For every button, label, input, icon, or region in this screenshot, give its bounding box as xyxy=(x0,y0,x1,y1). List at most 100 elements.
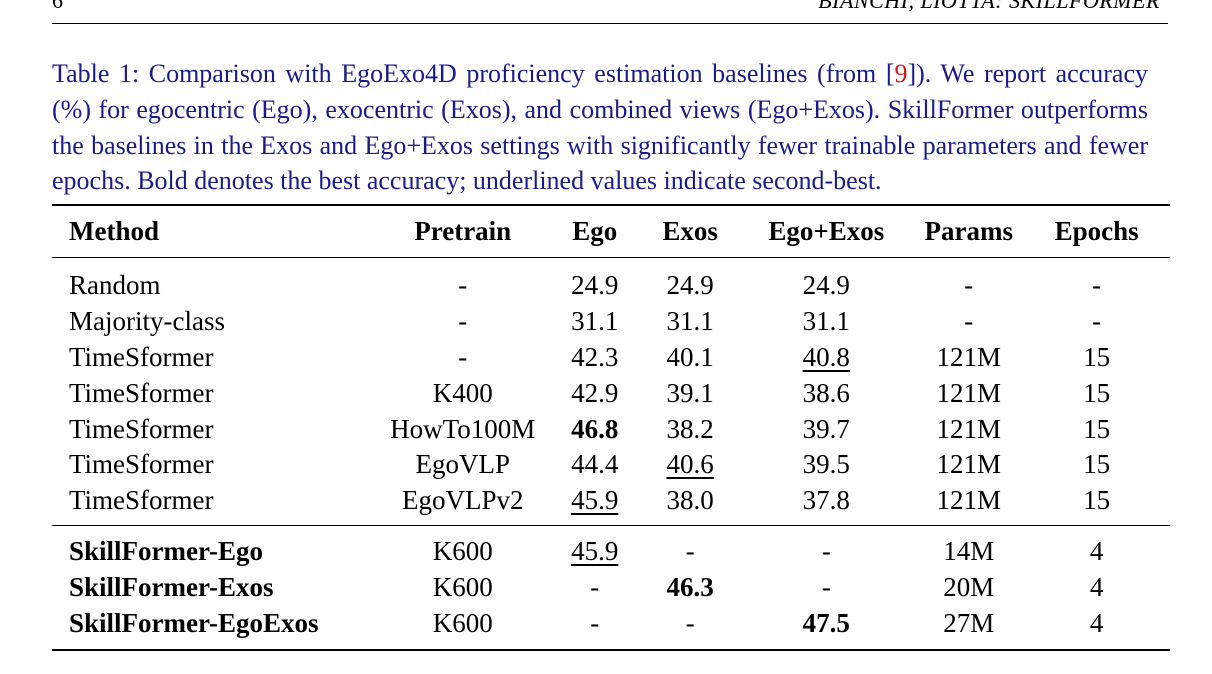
cell-pretrain: K600 xyxy=(432,571,493,602)
cell-exos: 31.1 xyxy=(666,306,714,337)
col-header-method: Method xyxy=(69,216,159,246)
cell-epochs: 15 xyxy=(1083,377,1111,408)
baseline-rows: Random - 24.9 24.9 24.9 - - Majority-cla… xyxy=(52,258,1170,526)
cell-method: Majority-class xyxy=(69,306,225,337)
cell-params: - xyxy=(964,270,974,301)
table-caption: Table 1: Comparison with EgoExo4D profic… xyxy=(52,56,1148,199)
cell-pretrain: EgoVLPv2 xyxy=(401,485,524,516)
cell-params: 121M xyxy=(936,413,1002,444)
header-rule xyxy=(52,23,1168,24)
cell-exos: 38.0 xyxy=(666,485,714,516)
cell-pretrain: HowTo100M xyxy=(390,413,536,444)
cell-ego-exos: 37.8 xyxy=(802,485,850,516)
cell-pretrain: K600 xyxy=(432,535,493,566)
cell-epochs: 4 xyxy=(1089,571,1104,602)
second-best-value: 45.9 xyxy=(571,485,619,516)
cell-epochs: - xyxy=(1092,306,1102,337)
col-header-ego: Ego xyxy=(572,216,618,246)
cell-ego: 45.9 xyxy=(548,525,642,569)
cell-ego-exos: - xyxy=(821,535,831,566)
cell-exos: 38.2 xyxy=(666,413,714,444)
table-row: TimeSformer EgoVLPv2 45.9 38.0 37.8 121M… xyxy=(52,483,1170,525)
cell-ego: 24.9 xyxy=(571,270,619,301)
cell-exos: 24.9 xyxy=(666,270,714,301)
cell-method: SkillFormer-Exos xyxy=(69,571,274,602)
table-row: SkillFormer-EgoExos K600 - - 47.5 27M 4 xyxy=(52,605,1170,650)
running-title: BIANCHI, LIOTTA: SKILLFORMER xyxy=(818,0,1160,13)
col-header-params: Params xyxy=(924,216,1014,246)
cell-epochs: 15 xyxy=(1083,485,1111,516)
table-row: TimeSformer HowTo100M 46.8 38.2 39.7 121… xyxy=(52,411,1170,447)
caption-text-end: ]). We report accuracy (%) for egocentri… xyxy=(52,59,1148,196)
second-best-value: 45.9 xyxy=(571,535,619,566)
caption-text-start: Table 1: Comparison with EgoExo4D profic… xyxy=(52,59,895,88)
cell-method: TimeSformer xyxy=(69,413,214,444)
table-row: TimeSformer K400 42.9 39.1 38.6 121M 15 xyxy=(52,375,1170,411)
cell-method: TimeSformer xyxy=(69,485,214,516)
second-best-value: 40.8 xyxy=(802,341,850,372)
cell-exos-best: 46.3 xyxy=(666,571,714,602)
cell-ego-exos-best: 47.5 xyxy=(802,607,850,638)
second-best-value: 40.6 xyxy=(666,449,714,480)
table-row: TimeSformer EgoVLP 44.4 40.6 39.5 121M 1… xyxy=(52,447,1170,483)
cell-ego: 44.4 xyxy=(571,449,619,480)
cell-pretrain: K400 xyxy=(432,377,493,408)
cell-method: Random xyxy=(69,270,161,301)
citation-link[interactable]: 9 xyxy=(894,59,908,88)
page-number: 6 xyxy=(52,0,63,13)
cell-params: 121M xyxy=(936,485,1002,516)
table-row: SkillFormer-Ego K600 45.9 - - 14M 4 xyxy=(52,525,1170,569)
cell-method: TimeSformer xyxy=(69,449,214,480)
col-header-exos: Exos xyxy=(662,216,718,246)
cell-ego: 31.1 xyxy=(571,306,619,337)
cell-ego: - xyxy=(590,571,600,602)
cell-ego: 45.9 xyxy=(548,483,642,525)
cell-epochs: 15 xyxy=(1083,449,1111,480)
cell-epochs: 4 xyxy=(1089,607,1104,638)
cell-params: 20M xyxy=(943,571,995,602)
cell-exos: 40.6 xyxy=(642,447,738,483)
cell-ego-exos: 38.6 xyxy=(802,377,850,408)
table-row: TimeSformer - 42.3 40.1 40.8 121M 15 xyxy=(52,340,1170,376)
cell-ego: 42.9 xyxy=(571,377,619,408)
cell-params: 121M xyxy=(936,341,1002,372)
cell-params: 121M xyxy=(936,449,1002,480)
cell-epochs: 15 xyxy=(1083,413,1111,444)
table-row: Majority-class - 31.1 31.1 31.1 - - xyxy=(52,304,1170,340)
cell-ego-exos: 24.9 xyxy=(802,270,850,301)
cell-exos: - xyxy=(685,535,695,566)
cell-exos: 39.1 xyxy=(666,377,714,408)
cell-ego: - xyxy=(590,607,600,638)
cell-exos: 40.1 xyxy=(666,341,714,372)
col-header-ego-exos: Ego+Exos xyxy=(768,216,885,246)
table-header-row: Method Pretrain Ego Exos Ego+Exos Params… xyxy=(52,205,1170,258)
cell-epochs: 15 xyxy=(1083,341,1111,372)
cell-ego-exos: 31.1 xyxy=(802,306,850,337)
col-header-epochs: Epochs xyxy=(1054,216,1139,246)
cell-exos: - xyxy=(685,607,695,638)
cell-pretrain: K600 xyxy=(432,607,493,638)
cell-pretrain: - xyxy=(458,270,468,301)
cell-method: SkillFormer-EgoExos xyxy=(69,607,319,638)
results-table: Method Pretrain Ego Exos Ego+Exos Params… xyxy=(52,204,1170,651)
cell-params: 27M xyxy=(943,607,995,638)
cell-ego-exos: 39.5 xyxy=(802,449,850,480)
cell-params: 121M xyxy=(936,377,1002,408)
cell-ego-exos: - xyxy=(821,571,831,602)
cell-method: TimeSformer xyxy=(69,341,214,372)
cell-pretrain: - xyxy=(458,306,468,337)
cell-epochs: - xyxy=(1092,270,1102,301)
cell-params: - xyxy=(964,306,974,337)
cell-ego-exos: 39.7 xyxy=(802,413,850,444)
table-row: SkillFormer-Exos K600 - 46.3 - 20M 4 xyxy=(52,569,1170,605)
cell-method: TimeSformer xyxy=(69,377,214,408)
skillformer-rows: SkillFormer-Ego K600 45.9 - - 14M 4 Skil… xyxy=(52,525,1170,650)
col-header-pretrain: Pretrain xyxy=(414,216,512,246)
table-row: Random - 24.9 24.9 24.9 - - xyxy=(52,258,1170,304)
cell-pretrain: EgoVLP xyxy=(415,449,510,480)
cell-pretrain: - xyxy=(458,341,468,372)
cell-epochs: 4 xyxy=(1089,535,1104,566)
cell-ego-best: 46.8 xyxy=(571,413,619,444)
cell-params: 14M xyxy=(943,535,995,566)
cell-ego-exos: 40.8 xyxy=(738,340,914,376)
